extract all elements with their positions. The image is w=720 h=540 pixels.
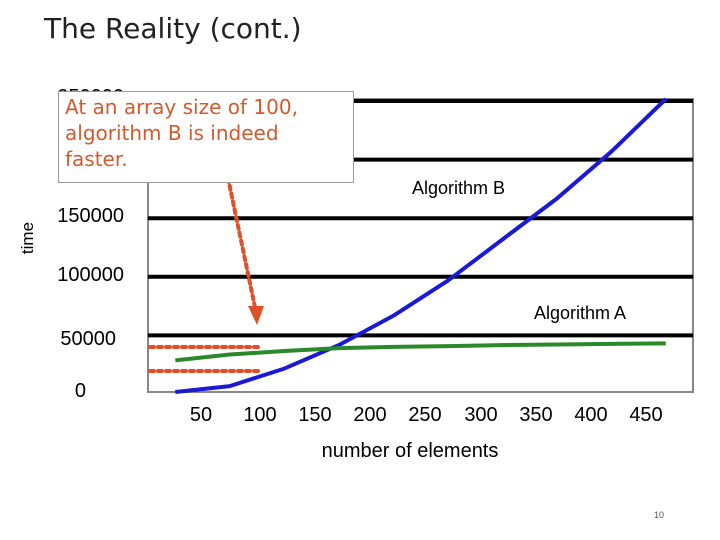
series-line-algorithm-a (175, 341, 666, 363)
x-tick-label: 300 (464, 404, 498, 426)
slide-title: The Reality (cont.) (44, 12, 302, 45)
series-label-algorithm-b: Algorithm B (412, 178, 506, 198)
annotation-arrows (148, 176, 264, 373)
series-line-algorithm-b (175, 97, 668, 394)
x-tick-label: 50 (189, 404, 213, 426)
x-tick-label: 400 (574, 404, 608, 426)
series-label-algorithm-a: Algorithm A (534, 303, 627, 323)
y-tick-label: 50000 (60, 328, 116, 350)
x-tick-label: 350 (519, 404, 553, 426)
x-tick-label: 100 (243, 404, 277, 426)
y-axis-label: time (18, 221, 37, 255)
y-tick-label: 150000 (57, 205, 124, 227)
x-axis-label: number of elements (321, 440, 499, 462)
callout-pointer-line (226, 176, 258, 314)
series-lines (175, 97, 668, 394)
x-tick-label: 150 (298, 404, 332, 426)
callout-text: At an array size of 100, algorithm B is … (65, 95, 298, 171)
y-tick-label: 100000 (57, 264, 124, 286)
x-tick-label: 450 (629, 404, 663, 426)
callout-box: At an array size of 100, algorithm B is … (58, 91, 354, 183)
page-number: 10 (653, 510, 664, 520)
y-tick-label: 0 (74, 380, 86, 402)
x-tick-label: 250 (408, 404, 442, 426)
callout-arrowhead (248, 306, 264, 325)
x-tick-label: 200 (353, 404, 387, 426)
